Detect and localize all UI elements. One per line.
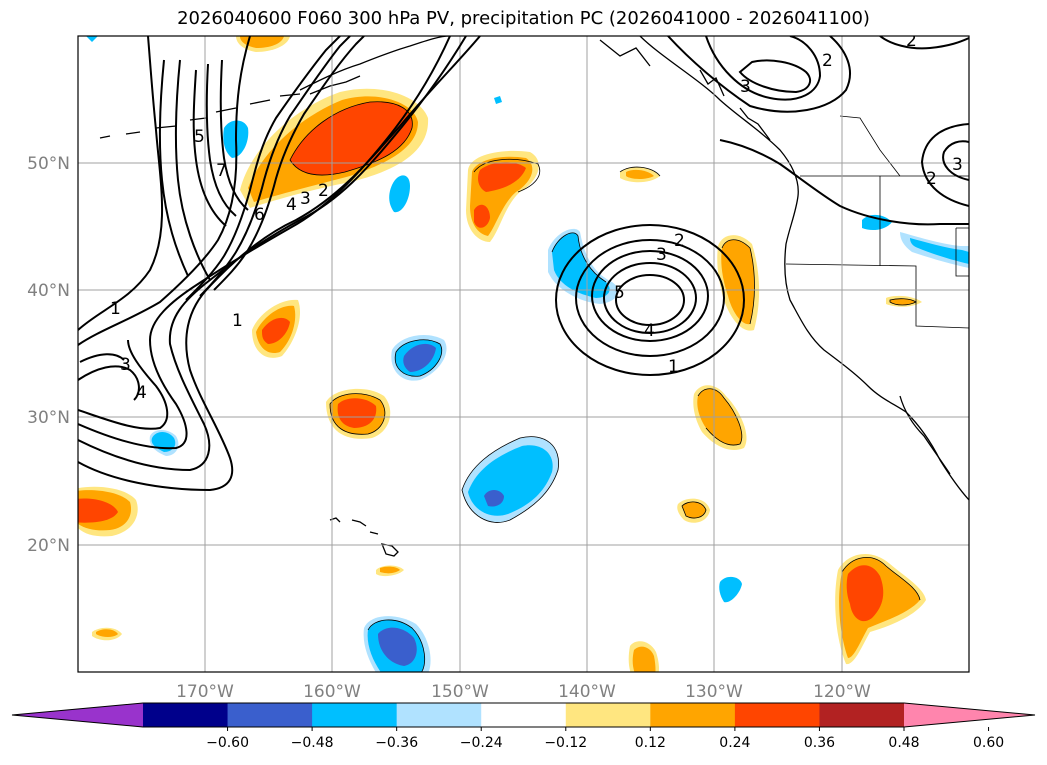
svg-text:7: 7 (216, 161, 227, 181)
lon-label-130w: 130°W (685, 682, 743, 702)
colorbar-extend-high (904, 703, 1035, 727)
lat-label-20n: 20°N (27, 536, 70, 556)
pv-contour-labels: 1 1 1 2 2 2 2 2 3 3 3 3 3 4 4 4 5 5 6 7 (110, 31, 963, 403)
colorbar-segment (312, 703, 398, 727)
svg-text:5: 5 (194, 127, 205, 147)
colorbar: −0.60 −0.48 −0.36 −0.24 −0.12 0.12 0.24 0.36 0.4… (11, 702, 1036, 751)
colorbar-tick-label: −0.24 (460, 735, 503, 751)
colorbar-segment (734, 703, 820, 727)
svg-text:4: 4 (136, 383, 147, 403)
colorbar-segment (819, 703, 905, 727)
svg-text:3: 3 (740, 77, 751, 97)
svg-text:4: 4 (644, 321, 655, 341)
svg-text:2: 2 (318, 181, 329, 201)
colorbar-tick-label: 0.60 (973, 735, 1004, 751)
svg-text:2: 2 (674, 231, 685, 251)
svg-text:3: 3 (300, 189, 311, 209)
precip-contour-lines (289, 101, 921, 672)
colorbar-tick-label: −0.48 (291, 735, 334, 751)
precip-shading (78, 36, 969, 672)
svg-text:3: 3 (120, 355, 131, 375)
lon-label-170w: 170°W (176, 682, 234, 702)
colorbar-segment (227, 703, 313, 727)
colorbar-tick-label: 0.48 (888, 735, 919, 751)
lat-label-50n: 50°N (27, 154, 70, 174)
lon-axis-labels: 170°W 160°W 150°W 140°W 130°W 120°W (176, 682, 871, 702)
colorbar-segment (565, 703, 651, 727)
colorbar-segment (143, 703, 229, 727)
colorbar-tick-label: −0.12 (544, 735, 587, 751)
lon-label-160w: 160°W (303, 682, 361, 702)
svg-text:3: 3 (952, 155, 963, 175)
colorbar-segment (650, 703, 736, 727)
svg-text:4: 4 (286, 195, 297, 215)
colorbar-segment (396, 703, 482, 727)
colorbar-extend-low (12, 703, 143, 727)
svg-text:2: 2 (926, 169, 937, 189)
colorbar-outline (11, 702, 1036, 728)
lat-label-40n: 40°N (27, 281, 70, 301)
colorbar-tick-label: 0.24 (719, 735, 750, 751)
colorbar-tick-label: 0.36 (804, 735, 835, 751)
svg-text:3: 3 (656, 245, 667, 265)
lon-label-140w: 140°W (558, 682, 616, 702)
svg-text:6: 6 (254, 205, 265, 225)
lon-label-120w: 120°W (813, 682, 871, 702)
svg-text:2: 2 (822, 51, 833, 71)
svg-text:2: 2 (906, 31, 917, 51)
svg-text:1: 1 (110, 299, 121, 319)
map-title: 2026040600 F060 300 hPa PV, precipitatio… (177, 8, 870, 29)
political-borders (785, 115, 969, 329)
colorbar-tick-label: 0.12 (635, 735, 666, 751)
svg-text:1: 1 (232, 311, 243, 331)
lat-axis-labels: 50°N 40°N 30°N 20°N (27, 154, 70, 556)
svg-text:5: 5 (614, 283, 625, 303)
map-frame (77, 35, 970, 673)
colorbar-tick-label: −0.36 (375, 735, 418, 751)
colorbar-tick-label: −0.60 (206, 735, 249, 751)
gridlines (78, 36, 969, 672)
coastlines (99, 36, 969, 557)
colorbar-segment (481, 703, 567, 727)
svg-text:1: 1 (668, 357, 679, 377)
pv-contours (78, 36, 969, 492)
lon-label-150w: 150°W (431, 682, 489, 702)
map-background (78, 36, 969, 672)
lat-label-30n: 30°N (27, 408, 70, 428)
